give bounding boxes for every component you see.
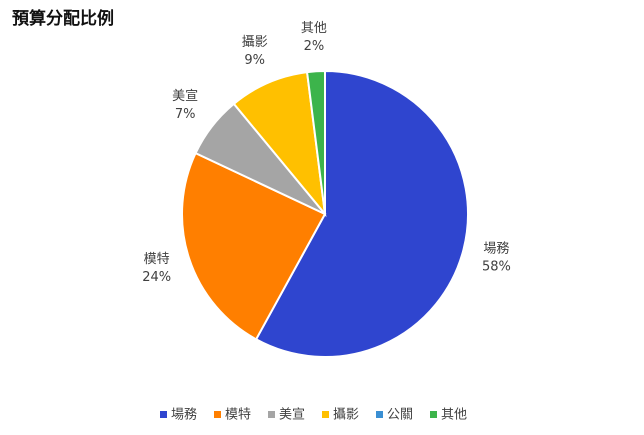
legend-marker [376, 411, 383, 418]
legend-marker [160, 411, 167, 418]
legend-marker [268, 411, 275, 418]
pie-slice [232, 71, 327, 218]
slice-category-label: 美宣 [172, 88, 198, 104]
slice-category-label: 攝影 [242, 34, 268, 50]
legend-label: 美宣 [279, 407, 305, 423]
pie-slice [305, 69, 326, 215]
slice-value-label: 58% [482, 260, 511, 275]
slice-value-label: 2% [304, 39, 325, 54]
slice-category-label: 模特 [144, 252, 170, 267]
slice-category-label: 場務 [483, 242, 509, 257]
pie-slice [254, 69, 469, 358]
legend-label: 其他 [441, 408, 467, 423]
legend-label: 模特 [225, 408, 251, 423]
legend-label: 場務 [171, 408, 197, 423]
legend-marker [322, 411, 329, 418]
chart-title: 預算分配比例 [12, 8, 114, 29]
legend-marker [214, 411, 221, 418]
slice-value-label: 9% [244, 53, 265, 68]
slice-value-label: 7% [175, 107, 196, 122]
slice-category-label: 其他 [301, 21, 327, 36]
legend-marker [430, 411, 437, 418]
slice-value-label: 24% [142, 270, 171, 285]
legend-label: 公關 [387, 408, 413, 423]
pie-slice [181, 151, 327, 341]
legend-label: 攝影 [333, 407, 359, 423]
